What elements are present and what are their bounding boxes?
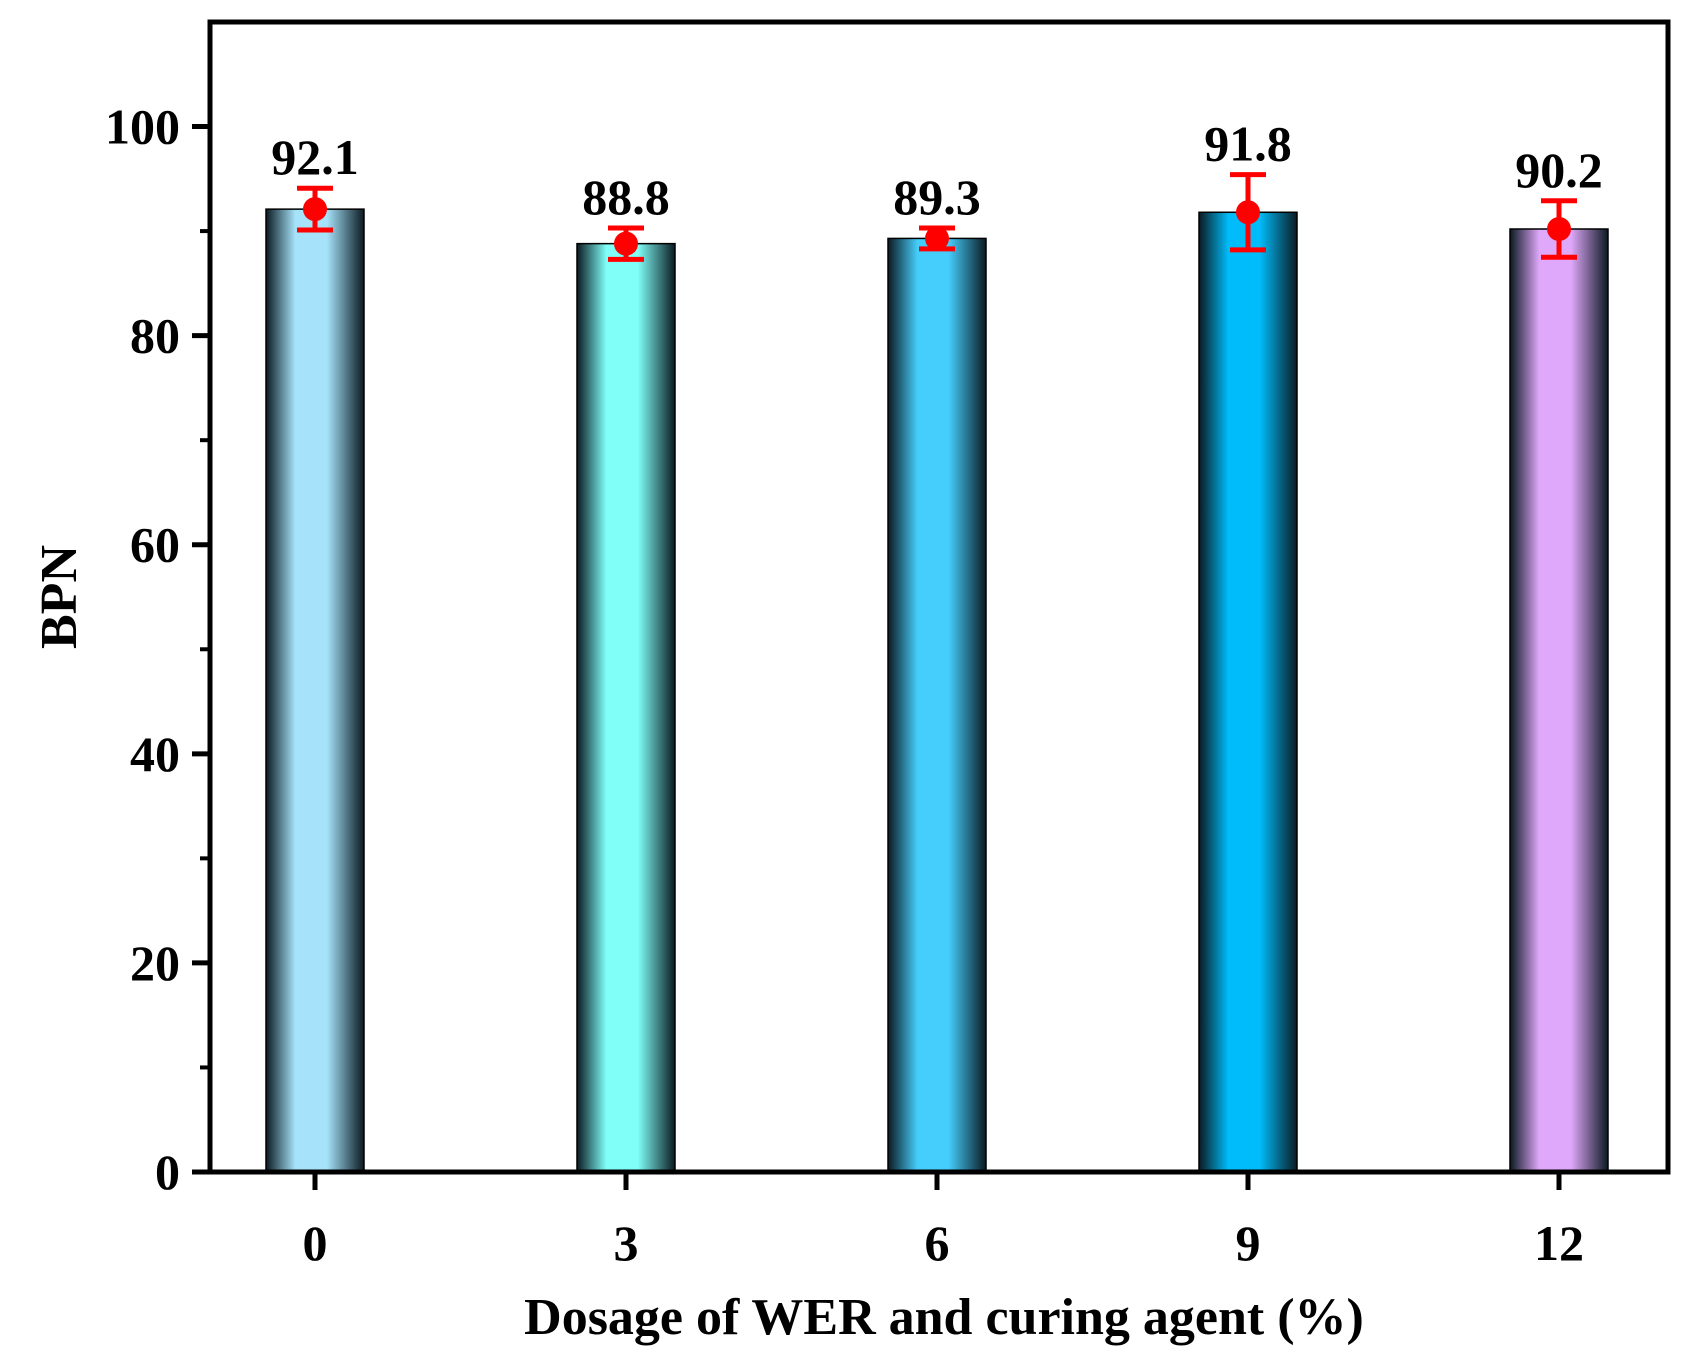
value-label-3: 88.8 — [582, 169, 670, 225]
y-tick-label-80: 80 — [130, 308, 180, 364]
value-label-0: 92.1 — [271, 129, 359, 185]
bar-9 — [1198, 211, 1298, 1173]
x-tick-label-0: 0 — [303, 1215, 328, 1271]
mean-point-12 — [1547, 217, 1571, 241]
y-tick-label-0: 0 — [155, 1144, 180, 1200]
error-bars — [297, 172, 1577, 262]
bar-6 — [887, 237, 987, 1173]
value-label-12: 90.2 — [1515, 142, 1603, 198]
bar-0 — [265, 208, 365, 1173]
mean-point-0 — [303, 197, 327, 222]
data-labels: 92.1 88.8 89.3 91.8 90.2 — [271, 116, 1603, 225]
x-tick-label-6: 6 — [925, 1215, 950, 1271]
x-tick-label-3: 3 — [614, 1215, 639, 1271]
y-tick-label-20: 20 — [130, 935, 180, 991]
bar-3 — [576, 242, 676, 1173]
y-tick-label-100: 100 — [105, 99, 180, 155]
x-axis-title: Dosage of WER and curing agent (%) — [524, 1289, 1364, 1346]
y-tick-label-40: 40 — [130, 726, 180, 782]
value-label-9: 91.8 — [1204, 116, 1292, 172]
y-tick-label-60: 60 — [130, 517, 180, 573]
x-tick-label-9: 9 — [1236, 1215, 1261, 1271]
bar-12 — [1509, 228, 1609, 1173]
value-label-6: 89.3 — [893, 169, 981, 225]
x-tick-label-12: 12 — [1534, 1215, 1584, 1271]
y-axis-title: BPN — [31, 545, 88, 649]
y-axis-ticks: 0 20 40 60 80 100 — [105, 99, 210, 1200]
bars — [265, 208, 1609, 1173]
x-axis-ticks: 0 3 6 9 12 — [303, 1172, 1584, 1271]
mean-point-9 — [1236, 200, 1260, 225]
mean-point-6 — [925, 226, 949, 251]
mean-point-3 — [614, 231, 638, 256]
